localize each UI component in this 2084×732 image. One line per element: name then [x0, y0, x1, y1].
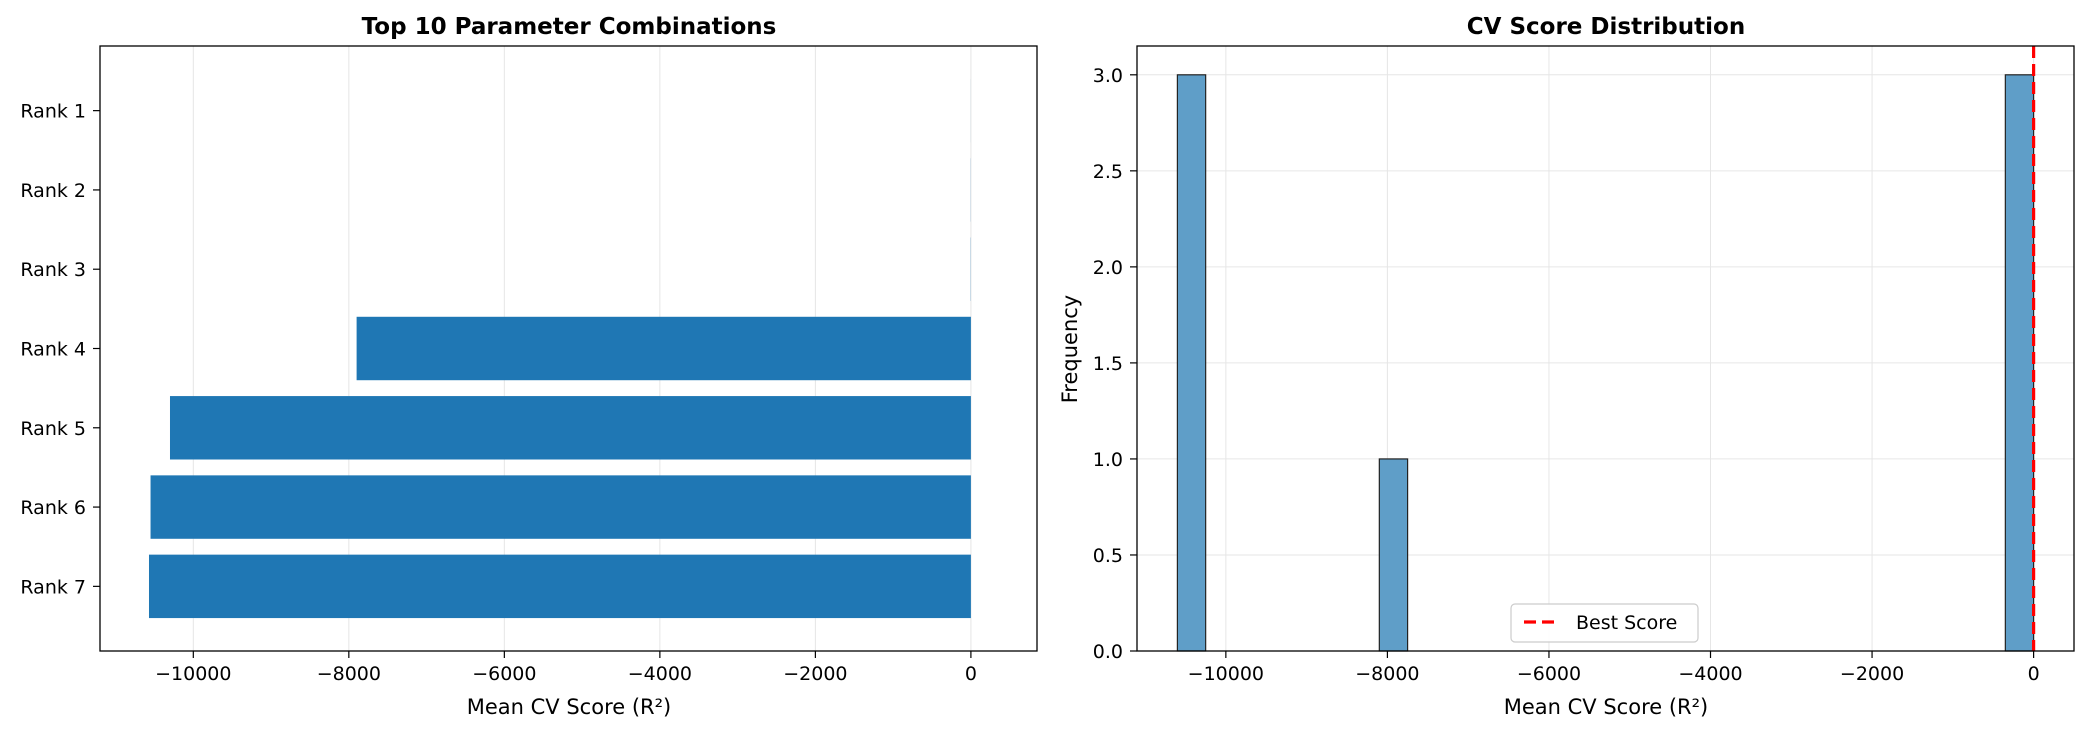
histogram-bar — [2004, 74, 2035, 652]
right-y-tick-label: 0.5 — [1093, 545, 1123, 567]
legend-box — [1510, 603, 1699, 643]
right-x-tick-label: −8000 — [1355, 663, 1419, 685]
left-x-tick-label: 0 — [965, 663, 977, 685]
right-chart: CV Score Distribution −10000 −8000 −6000 −4… — [1058, 14, 2075, 719]
right-x-tick-label: −6000 — [1517, 663, 1581, 685]
right-x-tick-label: −4000 — [1678, 663, 1742, 685]
right-histogram-bars — [1176, 74, 2035, 652]
histogram-bar — [1176, 74, 1207, 652]
left-y-tick-label: Rank 3 — [20, 259, 86, 281]
right-x-tick-label: 0 — [2028, 663, 2040, 685]
bar-rank-4 — [356, 316, 971, 381]
bar-rank-6 — [150, 475, 971, 539]
right-y-axis-label: Frequency — [1058, 295, 1082, 404]
left-y-tick-label: Rank 5 — [20, 418, 86, 440]
right-y-tick-label: 2.0 — [1093, 257, 1123, 279]
left-y-tick-label: Rank 2 — [20, 180, 86, 202]
right-chart-title: CV Score Distribution — [1467, 14, 1745, 40]
left-y-tick-label: Rank 1 — [20, 101, 86, 123]
left-chart: Top 10 Parameter Combinations −10000 −800… — [20, 14, 1038, 719]
left-y-ticks: Rank 1 Rank 2 Rank 3 Rank 4 Rank 5 Rank 6 Rank… — [20, 101, 100, 598]
right-grid — [1137, 46, 2074, 652]
left-x-tick-label: −8000 — [317, 663, 381, 685]
left-x-tick-label: −6000 — [472, 663, 536, 685]
left-y-tick-label: Rank 4 — [20, 339, 86, 361]
left-x-axis-label: Mean CV Score (R²) — [467, 695, 671, 719]
left-y-tick-label: Rank 7 — [20, 576, 86, 598]
right-x-axis-label: Mean CV Score (R²) — [1504, 695, 1708, 719]
left-x-tick-label: −2000 — [783, 663, 847, 685]
left-x-ticks: −10000 −8000 −6000 −4000 −2000 0 — [155, 651, 977, 685]
right-x-tick-label: −2000 — [1840, 663, 1904, 685]
right-y-ticks: 0.0 0.5 1.0 1.5 2.0 2.5 3.0 — [1093, 65, 1137, 663]
bar-rank-5 — [169, 396, 971, 460]
right-x-tick-label: −10000 — [1188, 663, 1264, 685]
right-y-tick-label: 0.0 — [1093, 641, 1123, 663]
right-y-tick-label: 3.0 — [1093, 65, 1123, 87]
right-x-ticks: −10000 −8000 −6000 −4000 −2000 0 — [1188, 651, 2040, 685]
left-x-tick-label: −4000 — [628, 663, 692, 685]
left-bars — [148, 78, 971, 619]
left-chart-title: Top 10 Parameter Combinations — [362, 14, 777, 40]
legend: Best Score — [1510, 603, 1699, 643]
histogram-bar — [1378, 458, 1409, 652]
right-y-tick-label: 1.5 — [1093, 353, 1123, 375]
right-y-tick-label: 2.5 — [1093, 161, 1123, 183]
legend-label: Best Score — [1576, 612, 1677, 634]
left-y-tick-label: Rank 6 — [20, 497, 86, 519]
bar-rank-7 — [148, 554, 971, 619]
right-plot-frame — [1136, 45, 2075, 652]
right-y-tick-label: 1.0 — [1093, 449, 1123, 471]
left-x-tick-label: −10000 — [155, 663, 231, 685]
